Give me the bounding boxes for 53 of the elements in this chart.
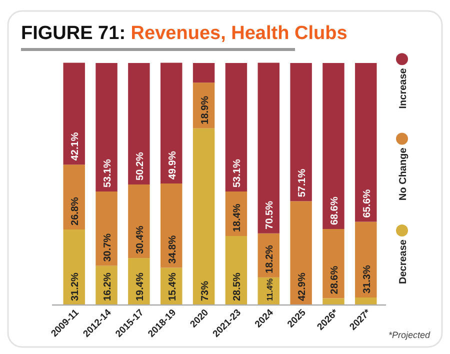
bar: [355, 63, 377, 222]
bar: [63, 62, 85, 165]
legend-label: Increase: [398, 68, 409, 109]
bar: [96, 63, 118, 192]
bar: [322, 229, 344, 298]
legend-label: No Change: [398, 147, 409, 201]
bar: [160, 184, 182, 268]
data-label: 73%: [200, 280, 211, 301]
data-label: 50.2%: [134, 152, 146, 180]
bar: [225, 236, 248, 305]
data-label: 53.1%: [232, 159, 244, 188]
bar: [225, 63, 248, 192]
bar: [355, 298, 377, 305]
data-label: 53.1%: [102, 159, 114, 188]
data-label: 42.1%: [70, 132, 82, 161]
data-label: 15.4%: [167, 272, 178, 301]
bar: [160, 62, 182, 184]
bar: [96, 192, 118, 266]
data-label: 30.4%: [134, 226, 146, 254]
bar: [290, 63, 312, 202]
data-label: 31.3%: [362, 265, 373, 294]
data-label: 34.8%: [167, 235, 178, 264]
bar: [63, 164, 85, 230]
data-label: 65.6%: [362, 189, 373, 218]
data-label: 57.1%: [297, 168, 308, 198]
bar: [128, 63, 150, 184]
bar: [128, 184, 150, 258]
data-label: 68.6%: [329, 196, 340, 226]
bar: [355, 222, 377, 298]
data-label: 18.4%: [232, 204, 244, 232]
bar: [322, 298, 344, 305]
data-label: 19.4%: [134, 272, 146, 301]
data-label: 18.9%: [200, 96, 211, 124]
data-label: 11.4%: [266, 278, 275, 301]
data-label: 28.6%: [329, 266, 340, 294]
data-label: 28.5%: [232, 272, 244, 301]
data-label: 26.8%: [70, 197, 82, 226]
data-label: 31.2%: [70, 272, 82, 301]
data-label: 18.2%: [264, 244, 276, 274]
bar: [63, 229, 85, 305]
data-label: 30.7%: [102, 233, 114, 262]
data-label: 49.9%: [167, 151, 178, 180]
legend-label: Decrease: [398, 239, 409, 284]
bar: [192, 128, 215, 305]
bar: [258, 62, 280, 234]
chart-title: FIGURE 71: Revenues, Health Clubs: [21, 23, 348, 44]
data-label: 70.5%: [264, 200, 276, 230]
bar: [290, 201, 312, 305]
bar: [192, 63, 215, 83]
data-label: 42.9%: [297, 272, 308, 301]
bar: [322, 63, 344, 230]
data-label: 16.2%: [102, 272, 114, 301]
text: *Projected: [388, 330, 431, 340]
